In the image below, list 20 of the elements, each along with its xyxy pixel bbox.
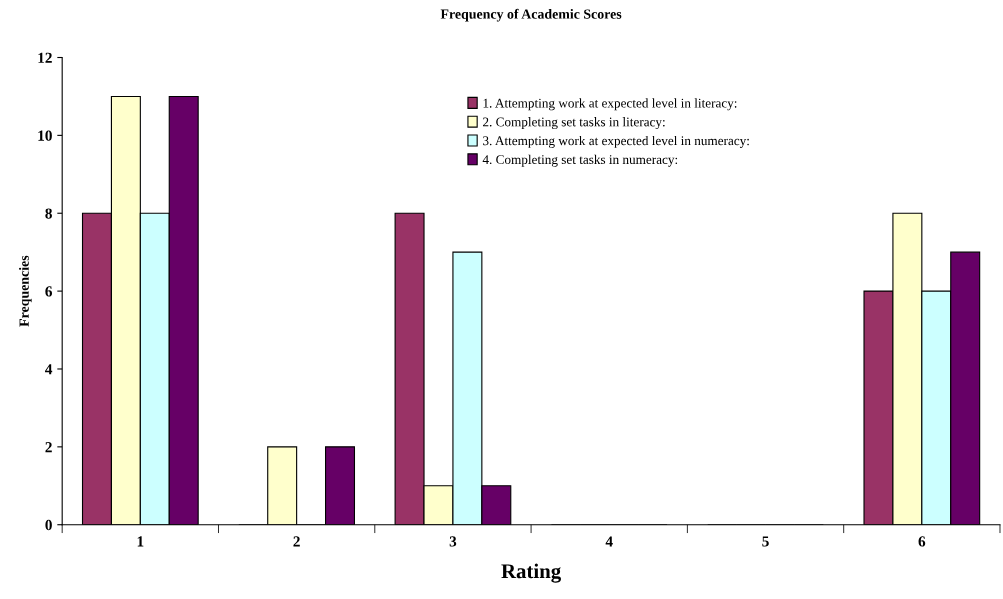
legend-label: 3. Attempting work at expected level in numeracy:: [483, 135, 749, 148]
x-axis-title: Rating: [501, 563, 561, 583]
legend-label: 4. Completing set tasks in numeracy:: [482, 154, 678, 167]
x-tick-label: 2: [293, 536, 300, 547]
y-tick-label: 4: [45, 364, 53, 375]
legend-label: 2. Completing set tasks in literacy:: [483, 117, 665, 130]
x-tick-label: 6: [918, 536, 926, 547]
legend-label: 1. Attempting work at expected level in literacy:: [483, 98, 737, 111]
x-tick-label: 5: [762, 536, 769, 547]
x-tick-label: 1: [137, 536, 144, 547]
y-tick-label: 6: [45, 286, 53, 297]
x-tick-label: 3: [449, 536, 457, 547]
chart-title: Frequency of Academic Scores: [440, 8, 622, 22]
y-tick-label: 12: [38, 52, 52, 63]
y-tick-label: 2: [45, 442, 52, 453]
y-tick-label: 10: [38, 130, 52, 141]
x-tick-label: 4: [605, 536, 613, 547]
y-tick-label: 0: [45, 519, 52, 531]
y-tick-label: 8: [45, 208, 52, 219]
y-axis-title: Frequencies: [19, 255, 32, 327]
